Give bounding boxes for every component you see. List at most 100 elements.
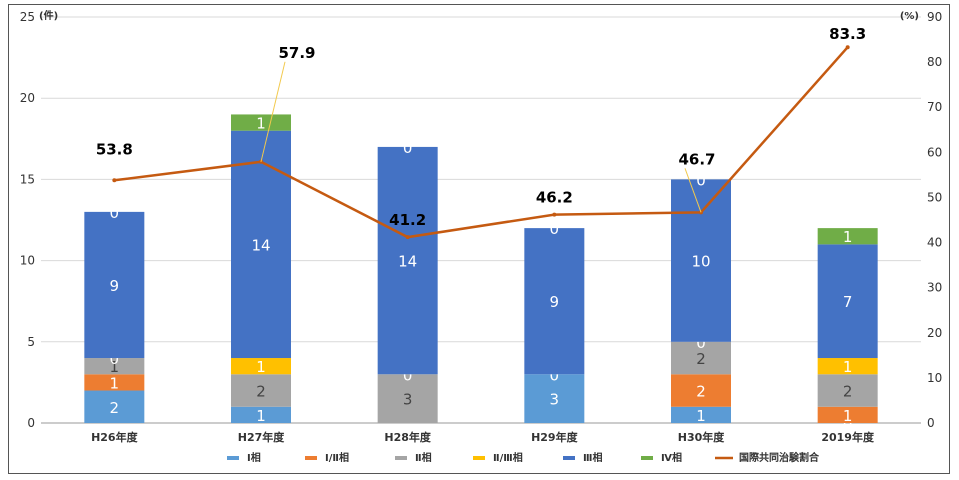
line-data-label: 41.2 — [389, 211, 426, 229]
bar-segment-label: 0 — [843, 415, 853, 433]
x-category-label: 2019年度 — [821, 430, 875, 444]
line-point — [552, 212, 557, 217]
bar-segment-label: 7 — [843, 293, 853, 311]
line-point — [112, 178, 117, 183]
y-left-unit-label: (件) — [39, 9, 58, 22]
bar-segment — [231, 130, 291, 359]
legend-label: Ⅰ/Ⅱ相 — [325, 451, 349, 464]
y-left-tick-label: 25 — [20, 10, 35, 24]
legend-label: Ⅱ/Ⅲ相 — [493, 451, 523, 464]
bar-segment — [231, 374, 291, 407]
y-right-tick-label: 80 — [927, 55, 942, 69]
line-data-label: 46.7 — [678, 150, 715, 168]
line-data-label: 83.3 — [829, 25, 866, 43]
x-category-label: H28年度 — [384, 430, 432, 444]
bar-segment — [817, 358, 878, 375]
bar-segment — [84, 358, 145, 375]
bar-segment-label: 10 — [691, 253, 710, 271]
legend-label: Ⅱ相 — [415, 451, 432, 464]
x-category-label: H29年度 — [531, 430, 579, 444]
bar-segment-label: 0 — [550, 366, 560, 384]
bar-segment — [84, 374, 145, 391]
y-right-tick-label: 70 — [927, 100, 942, 114]
bar-segment-label: 14 — [398, 253, 417, 271]
bar-segment — [84, 390, 145, 423]
x-category-label: H30年度 — [678, 430, 726, 444]
line-label-leader — [684, 168, 702, 213]
y-right-tick-label: 20 — [927, 326, 942, 340]
x-category-label: H26年度 — [91, 430, 139, 444]
bar-segment — [671, 374, 731, 407]
bar-segment-label: 2 — [696, 350, 706, 368]
legend-swatch — [641, 456, 653, 460]
y-right-tick-label: 0 — [927, 416, 935, 430]
legend-label: 国際共同治験割合 — [739, 451, 820, 464]
bar-segment — [231, 114, 291, 131]
bar-segment-label: 0 — [110, 350, 120, 368]
bar-segment — [671, 179, 731, 342]
legend-swatch — [227, 456, 239, 460]
bar-segment-label: 1 — [110, 358, 120, 376]
y-right-tick-label: 40 — [927, 236, 942, 250]
bar-segment — [671, 341, 731, 375]
line-series — [114, 46, 849, 239]
bar-segment — [671, 406, 731, 423]
bar-segment-label: 9 — [550, 293, 560, 311]
bar-segment-label: 1 — [843, 358, 853, 376]
y-left-tick-label: 10 — [20, 254, 35, 268]
line-point — [405, 235, 410, 240]
bar-segment-label: 0 — [696, 334, 706, 352]
y-right-tick-label: 30 — [927, 281, 942, 295]
y-left-tick-label: 5 — [27, 335, 35, 349]
bar-segment-label: 2 — [110, 399, 120, 417]
bar-segment — [231, 358, 291, 375]
bar-segment-label: 3 — [403, 391, 413, 409]
bar-segment-label: 9 — [110, 277, 120, 295]
bar-segment — [84, 211, 145, 359]
bar-segment-label: 0 — [550, 220, 560, 238]
y-left-tick-label: 0 — [27, 416, 35, 430]
bar-segment-label: 0 — [110, 204, 120, 222]
y-right-tick-label: 10 — [927, 371, 942, 385]
y-right-tick-label: 60 — [927, 145, 942, 159]
bar-segment-label: 2 — [843, 383, 853, 401]
y-left-tick-label: 20 — [20, 91, 35, 105]
bar-segment-label: 2 — [696, 383, 706, 401]
bar-segment-label: 14 — [251, 236, 270, 254]
y-right-tick-label: 50 — [927, 190, 942, 204]
bar-segment-label: 2 — [256, 383, 266, 401]
bar-segment — [524, 374, 585, 423]
line-point — [845, 45, 850, 50]
y-left-tick-label: 15 — [20, 172, 35, 186]
y-right-unit-label: (%) — [900, 11, 919, 22]
bar-segment-label: 0 — [696, 171, 706, 189]
legend-swatch — [473, 456, 485, 460]
bar-segment-label: 1 — [256, 407, 266, 425]
legend-label: Ⅲ相 — [583, 451, 602, 464]
bar-segment — [817, 244, 878, 359]
bar-segment-label: 1 — [843, 228, 853, 246]
bar-segment — [817, 406, 878, 423]
bar-segment-label: 0 — [403, 139, 413, 157]
bar-segment — [231, 406, 291, 423]
bar-segment-label: 1 — [256, 358, 266, 376]
bar-segment-label: 1 — [696, 407, 706, 425]
legend-swatch — [563, 456, 575, 460]
bar-segment — [817, 228, 878, 245]
bar-segment-label: 1 — [110, 374, 120, 392]
bar-segment — [817, 374, 878, 407]
chart-frame: 0 5 10 15 20 25 0 10 20 30 40 50 60 70 80 90 (件) (%) 2 1 1 0 9… — [8, 4, 950, 474]
legend-label: Ⅳ相 — [661, 451, 682, 464]
legend-label: Ⅰ相 — [247, 451, 261, 464]
bar-segment-label: 1 — [256, 115, 266, 133]
bar-segment-label: 0 — [403, 366, 413, 384]
bar-segment-label: 3 — [550, 391, 560, 409]
bar-segment — [377, 146, 438, 375]
line-data-label: 53.8 — [96, 140, 133, 158]
line-label-leader — [260, 61, 286, 162]
bar-segment — [377, 374, 438, 423]
y-right-tick-label: 90 — [927, 10, 942, 24]
bar-segment-label: 1 — [843, 407, 853, 425]
legend-swatch — [305, 456, 317, 460]
